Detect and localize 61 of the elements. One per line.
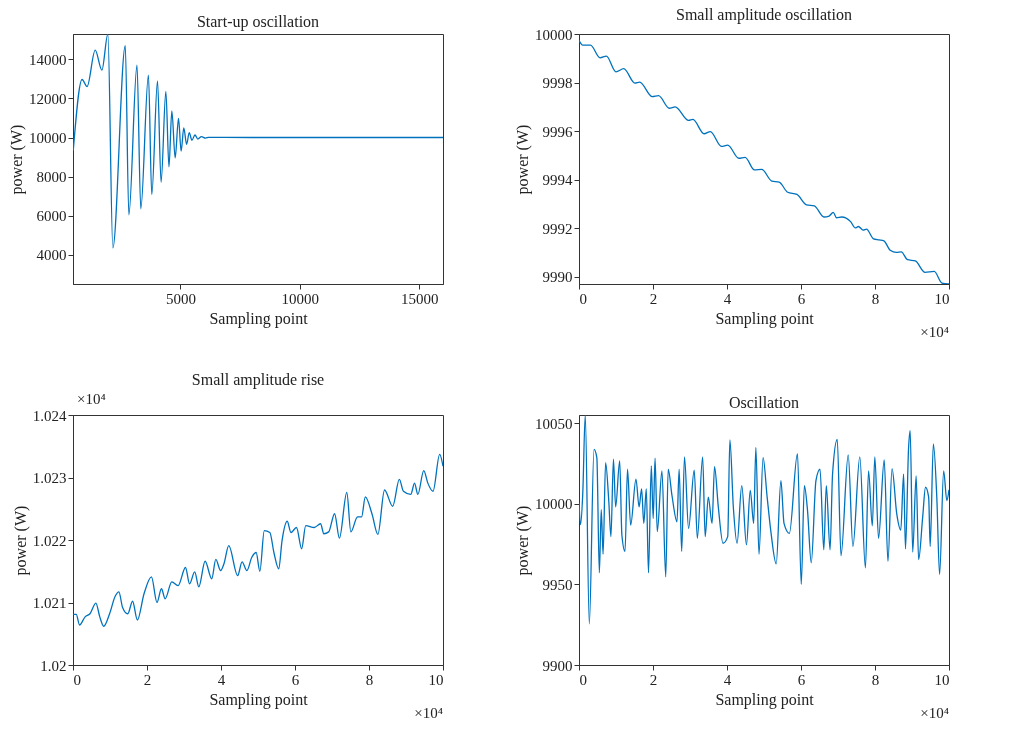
y-axis-title: power (W) <box>514 505 532 576</box>
x-tick-label: 6 <box>797 290 806 307</box>
x-tick-label: 2 <box>649 290 658 307</box>
x-axis-title: Sampling point <box>715 309 815 328</box>
chart-title: Oscillation <box>728 394 800 411</box>
x-tick-label: 8 <box>871 671 880 688</box>
y-axis-title: power (W) <box>8 124 26 195</box>
chart-title: Small amplitude oscillation <box>676 6 852 24</box>
y-tick-label: 9950 <box>542 576 573 593</box>
y-tick-label: 1.02 <box>40 657 67 674</box>
x-tick-label: 0 <box>73 671 81 688</box>
y-tick-label: 9994 <box>542 172 573 189</box>
x-tick-label: 8 <box>365 671 374 688</box>
y-tick-label: 10000 <box>535 26 573 43</box>
y-tick-label: 14000 <box>29 51 67 68</box>
chart-title: Start-up oscillation <box>196 13 320 31</box>
y-tick-label: 9998 <box>542 75 573 92</box>
x-axis-title: Sampling point <box>209 690 309 709</box>
x-tick-label: 6 <box>797 671 806 688</box>
y-tick-label: 10050 <box>535 415 573 432</box>
x-tick-label: 10 <box>934 290 950 307</box>
x-tick-label: 8 <box>871 290 880 307</box>
text: ×10⁴ <box>920 324 949 340</box>
y-tick-label: 10000 <box>535 496 573 513</box>
y-axis-title: power (W) <box>11 505 30 576</box>
chart-title: Small amplitude rise <box>191 371 325 389</box>
y-tick-label: 1.021 <box>32 595 67 611</box>
y-tick-label: 9996 <box>542 123 573 140</box>
x-tick-label: 4 <box>723 290 732 307</box>
y-tick-label: 6000 <box>36 208 67 225</box>
y-tick-label: 4000 <box>36 247 67 264</box>
y-tick-label: 9900 <box>542 657 573 674</box>
text: ×10⁴ <box>414 705 443 721</box>
x-tick-label: 4 <box>723 671 732 688</box>
x-tick-label: 10000 <box>281 290 320 307</box>
y-tick-label: 9990 <box>542 269 573 286</box>
x-tick-label: 0 <box>579 290 587 307</box>
line-series <box>73 453 443 627</box>
y-tick-label: 1.024 <box>32 407 67 424</box>
y-tick-label: 10000 <box>29 130 67 147</box>
x-tick-label: 15000 <box>400 290 439 307</box>
line-series <box>73 34 443 249</box>
x-tick-label: 6 <box>291 671 300 688</box>
x-tick-label: 10 <box>934 671 950 688</box>
x-tick-label: 4 <box>217 671 226 688</box>
x-tick-label: 10 <box>428 671 444 688</box>
x-tick-label: 5000 <box>165 290 196 307</box>
x-tick-label: 2 <box>649 671 658 688</box>
text: ×10⁴ <box>77 391 106 407</box>
y-tick-label: 1.022 <box>32 532 67 549</box>
x-tick-label: 0 <box>579 671 587 688</box>
y-axis-title: power (W) <box>514 124 532 195</box>
y-tick-label: 12000 <box>29 90 67 107</box>
line-series <box>579 415 949 625</box>
x-axis-title: Sampling point <box>209 309 309 328</box>
y-tick-label: 9992 <box>542 220 573 237</box>
text: ×10⁴ <box>920 705 949 721</box>
y-tick-label: 8000 <box>36 169 67 186</box>
y-tick-label: 1.023 <box>32 470 67 486</box>
x-axis-title: Sampling point <box>715 690 815 709</box>
x-tick-label: 2 <box>143 671 152 688</box>
